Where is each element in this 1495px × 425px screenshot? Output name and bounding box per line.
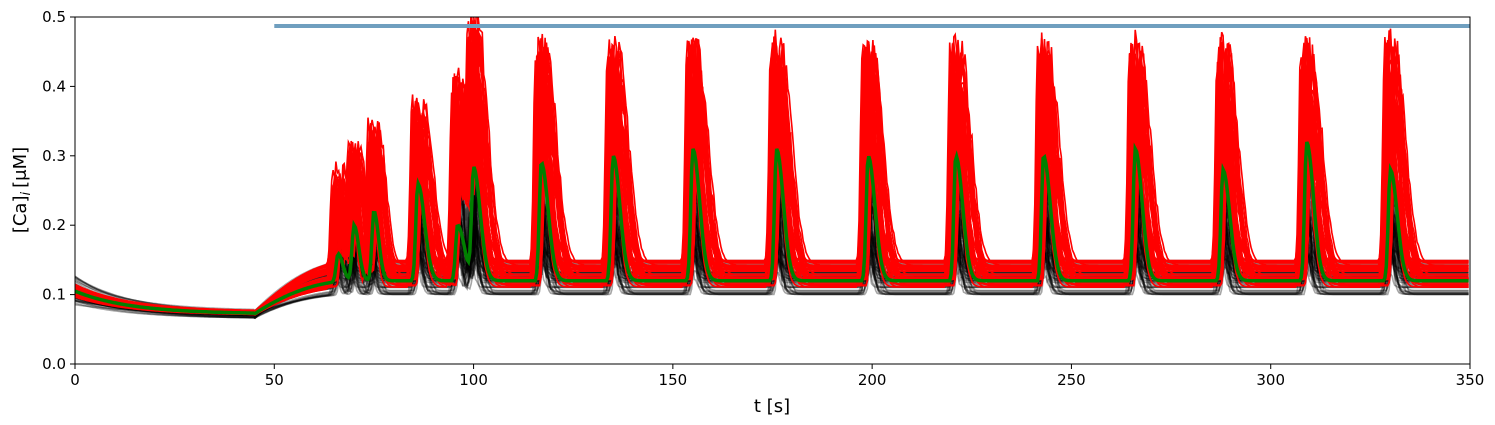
- y-axis-label: [Ca]i [μM]: [10, 147, 34, 233]
- x-tick-label: 50: [265, 371, 284, 389]
- x-tick-label: 100: [459, 371, 488, 389]
- black-trace-line: [75, 201, 1469, 318]
- x-tick-label: 350: [1456, 371, 1485, 389]
- green-mean-trace-line: [75, 141, 1469, 316]
- y-tick-label: 0.0: [42, 355, 66, 373]
- x-tick-label: 200: [858, 371, 887, 389]
- black-trace-line: [75, 176, 1469, 316]
- x-tick-label: 250: [1057, 371, 1086, 389]
- y-axis-label-main: [Ca]: [10, 196, 31, 234]
- y-tick-label: 0.4: [42, 77, 66, 95]
- red-trace-line: [75, 75, 1469, 314]
- y-axis-ticks: 0.0 0.1 0.2 0.3 0.4 0.5: [42, 8, 75, 373]
- y-axis-label-unit: [μM]: [10, 147, 31, 188]
- y-tick-label: 0.1: [42, 286, 66, 304]
- y-axis-label-subscript: i: [19, 192, 34, 196]
- x-tick-label: 300: [1256, 371, 1285, 389]
- black-trace-line: [75, 150, 1469, 319]
- x-tick-label: 0: [70, 371, 80, 389]
- y-tick-label: 0.5: [42, 8, 66, 26]
- y-tick-label: 0.2: [42, 216, 66, 234]
- black-trace-line: [75, 216, 1469, 317]
- x-axis-ticks: 0 50 100 150 200 250 300 350: [70, 364, 1484, 389]
- red-trace-line: [75, 36, 1469, 314]
- y-tick-label: 0.3: [42, 147, 66, 165]
- plot-frame: [74, 16, 1471, 365]
- black-trace-line: [75, 256, 1469, 315]
- x-axis-label: t [s]: [754, 396, 790, 417]
- trace-layer: [75, 17, 1469, 320]
- x-tick-label: 150: [659, 371, 688, 389]
